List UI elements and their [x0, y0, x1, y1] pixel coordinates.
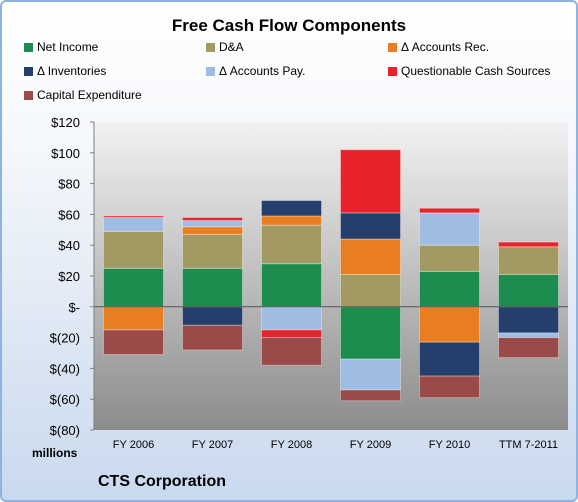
legend-item: Questionable Cash Sources	[388, 64, 550, 78]
bar-segment	[102, 267, 165, 308]
y-tick-label: $80	[58, 177, 80, 192]
bar-segment	[497, 337, 560, 359]
bar-segment	[260, 224, 323, 265]
legend-item: Δ Inventories	[24, 64, 106, 78]
bar-segment	[418, 306, 481, 343]
bar-segment	[260, 215, 323, 226]
bar-segment	[181, 216, 244, 222]
company-name: CTS Corporation	[98, 473, 226, 490]
legend-label: Net Income	[37, 40, 99, 54]
bar-segment	[339, 149, 402, 214]
legend-item: Δ Accounts Pay.	[206, 64, 306, 78]
legend-swatch	[388, 42, 397, 52]
y-tick-label: $(20)	[50, 331, 80, 346]
legend-item: Net Income	[24, 40, 98, 54]
bar-segment	[497, 332, 560, 339]
x-tick-label: FY 2009	[350, 439, 391, 451]
y-tick-label: $-	[68, 300, 80, 315]
y-tick-label: $40	[58, 238, 80, 253]
bar-segment	[418, 207, 481, 214]
y-tick-label: $20	[58, 269, 80, 284]
bar-segment	[418, 212, 481, 246]
x-tick-label: FY 2008	[271, 439, 312, 451]
legend-item: Δ Accounts Rec.	[388, 40, 489, 54]
bar-segment	[497, 241, 560, 248]
chart-title: Free Cash Flow Components	[171, 16, 407, 35]
bar-segment	[181, 220, 244, 228]
legend-swatch	[24, 66, 33, 76]
bar-segment	[339, 273, 402, 308]
legend-item: D&A	[206, 40, 244, 54]
x-tick-label: FY 2010	[429, 439, 470, 451]
plot-area	[94, 122, 568, 430]
bar-segment	[339, 306, 402, 360]
x-tick-label: FY 2007	[192, 439, 233, 451]
bar-segment	[339, 358, 402, 391]
bar-segment	[418, 375, 481, 399]
bar-segment	[339, 238, 402, 275]
bar-segment	[497, 246, 560, 275]
bar-segment	[260, 306, 323, 331]
legend-label: Δ Inventories	[37, 64, 107, 78]
bar-segment	[260, 263, 323, 308]
bar-segment	[102, 306, 165, 331]
legend-label: Δ Accounts Pay.	[219, 64, 306, 78]
bar-segment	[181, 233, 244, 269]
bar-segment	[102, 230, 165, 269]
x-tick-label: FY 2006	[113, 439, 154, 451]
legend-label: Questionable Cash Sources	[401, 64, 551, 78]
bar-segment	[181, 226, 244, 235]
bar-segment	[418, 270, 481, 308]
bar-segment	[339, 212, 402, 240]
bar-segment	[181, 306, 244, 326]
bar-segment	[102, 216, 165, 232]
legend-swatch	[24, 42, 33, 52]
bar-segment	[418, 244, 481, 272]
legend-label: D&A	[219, 40, 244, 54]
bar-segment	[102, 215, 165, 218]
unit-label: millions	[32, 446, 78, 460]
bar-segment	[497, 273, 560, 308]
legend-label: Δ Accounts Rec.	[401, 40, 490, 54]
bar-segment	[181, 324, 244, 351]
legend-swatch	[388, 66, 397, 76]
legend-swatch	[206, 66, 215, 76]
bar-segment	[102, 329, 165, 356]
bar-segment	[339, 389, 402, 402]
bar-segment	[260, 200, 323, 217]
bar-segment	[418, 341, 481, 377]
y-tick-label: $(60)	[50, 392, 80, 407]
legend-item: Capital Expenditure	[24, 88, 142, 102]
x-tick-label: TTM 7-2011	[499, 439, 558, 451]
y-tick-label: $(80)	[50, 423, 80, 438]
bar-segment	[497, 306, 560, 334]
bar-segment	[260, 337, 323, 366]
legend-label: Capital Expenditure	[37, 88, 142, 102]
legend-swatch	[24, 90, 33, 100]
legend-swatch	[206, 42, 215, 52]
bar-segment	[260, 329, 323, 339]
y-tick-label: $120	[51, 115, 80, 130]
y-tick-label: $100	[51, 146, 80, 161]
bar-segment	[181, 267, 244, 308]
y-tick-label: $60	[58, 207, 80, 222]
y-tick-label: $(40)	[50, 361, 80, 376]
